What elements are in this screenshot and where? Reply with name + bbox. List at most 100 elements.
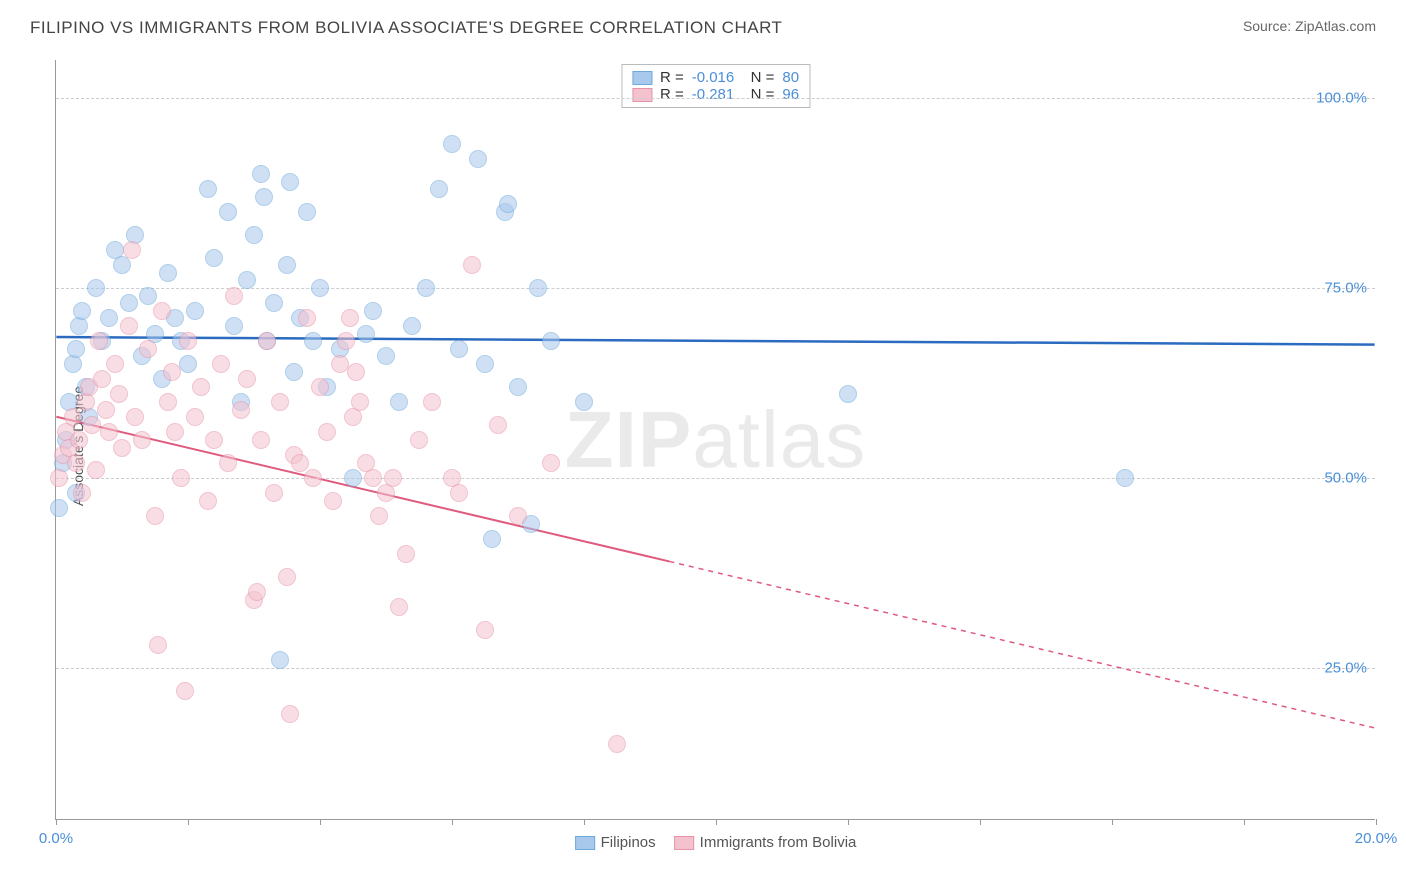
scatter-point <box>212 355 230 373</box>
scatter-point <box>331 355 349 373</box>
scatter-point <box>364 302 382 320</box>
scatter-point <box>67 454 85 472</box>
scatter-point <box>278 256 296 274</box>
legend-swatch <box>632 88 652 102</box>
legend-swatch <box>575 836 595 850</box>
scatter-point <box>318 423 336 441</box>
scatter-point <box>225 287 243 305</box>
scatter-point <box>93 370 111 388</box>
scatter-point <box>106 355 124 373</box>
scatter-point <box>252 431 270 449</box>
scatter-point <box>337 332 355 350</box>
watermark-text: ZIPatlas <box>565 394 866 486</box>
scatter-point <box>67 340 85 358</box>
scatter-point <box>450 340 468 358</box>
scatter-point <box>341 309 359 327</box>
x-tick-mark <box>1376 819 1377 825</box>
gridline <box>56 478 1375 479</box>
scatter-point <box>271 393 289 411</box>
scatter-point <box>100 309 118 327</box>
scatter-point <box>265 484 283 502</box>
legend-label: Filipinos <box>601 834 656 851</box>
scatter-point <box>509 378 527 396</box>
scatter-point <box>443 135 461 153</box>
legend-stat-row: R = -0.016 N = 80 <box>632 69 799 86</box>
scatter-point <box>126 408 144 426</box>
scatter-point <box>146 507 164 525</box>
scatter-point <box>70 431 88 449</box>
scatter-point <box>120 294 138 312</box>
scatter-point <box>139 287 157 305</box>
scatter-point <box>113 439 131 457</box>
y-tick-label: 50.0% <box>1324 470 1367 487</box>
scatter-point <box>476 355 494 373</box>
x-tick-mark <box>1112 819 1113 825</box>
scatter-point <box>100 423 118 441</box>
scatter-point <box>311 378 329 396</box>
scatter-point <box>469 150 487 168</box>
scatter-point <box>248 583 266 601</box>
scatter-point <box>172 469 190 487</box>
scatter-point <box>542 454 560 472</box>
scatter-point <box>450 484 468 502</box>
scatter-point <box>70 317 88 335</box>
scatter-point <box>364 469 382 487</box>
scatter-point <box>149 636 167 654</box>
scatter-point <box>285 363 303 381</box>
gridline <box>56 668 1375 669</box>
scatter-point <box>304 332 322 350</box>
scatter-point <box>192 378 210 396</box>
chart-plot-area: ZIPatlas R = -0.016 N = 80R = -0.281 N =… <box>55 60 1375 820</box>
scatter-point <box>73 484 91 502</box>
legend-label: Immigrants from Bolivia <box>700 834 857 851</box>
scatter-point <box>64 355 82 373</box>
scatter-point <box>205 249 223 267</box>
scatter-point <box>123 241 141 259</box>
scatter-point <box>186 408 204 426</box>
scatter-point <box>87 461 105 479</box>
scatter-point <box>176 682 194 700</box>
scatter-point <box>255 188 273 206</box>
legend-swatch <box>632 71 652 85</box>
scatter-point <box>87 279 105 297</box>
scatter-point <box>83 416 101 434</box>
scatter-point <box>357 325 375 343</box>
x-tick-mark <box>320 819 321 825</box>
y-tick-label: 100.0% <box>1316 90 1367 107</box>
scatter-point <box>64 408 82 426</box>
scatter-point <box>390 393 408 411</box>
scatter-point <box>489 416 507 434</box>
scatter-point <box>1116 469 1134 487</box>
legend-stat-row: R = -0.281 N = 96 <box>632 86 799 103</box>
scatter-point <box>344 469 362 487</box>
scatter-point <box>97 401 115 419</box>
scatter-point <box>390 598 408 616</box>
scatter-point <box>225 317 243 335</box>
scatter-point <box>179 355 197 373</box>
scatter-point <box>232 401 250 419</box>
scatter-point <box>608 735 626 753</box>
scatter-point <box>304 469 322 487</box>
scatter-point <box>113 256 131 274</box>
x-tick-label: 20.0% <box>1355 830 1398 847</box>
scatter-point <box>50 499 68 517</box>
scatter-point <box>238 370 256 388</box>
scatter-point <box>50 469 68 487</box>
x-tick-mark <box>980 819 981 825</box>
legend-r-value: -0.281 <box>692 86 735 103</box>
scatter-point <box>73 302 91 320</box>
legend-n-label: N = <box>742 69 774 86</box>
scatter-point <box>120 317 138 335</box>
legend-r-value: -0.016 <box>692 69 735 86</box>
x-tick-mark <box>56 819 57 825</box>
y-tick-label: 75.0% <box>1324 280 1367 297</box>
scatter-point <box>298 309 316 327</box>
gridline <box>56 288 1375 289</box>
scatter-point <box>483 530 501 548</box>
scatter-point <box>423 393 441 411</box>
scatter-point <box>575 393 593 411</box>
legend-r-label: R = <box>660 86 684 103</box>
scatter-point <box>311 279 329 297</box>
y-tick-label: 25.0% <box>1324 660 1367 677</box>
scatter-point <box>265 294 283 312</box>
